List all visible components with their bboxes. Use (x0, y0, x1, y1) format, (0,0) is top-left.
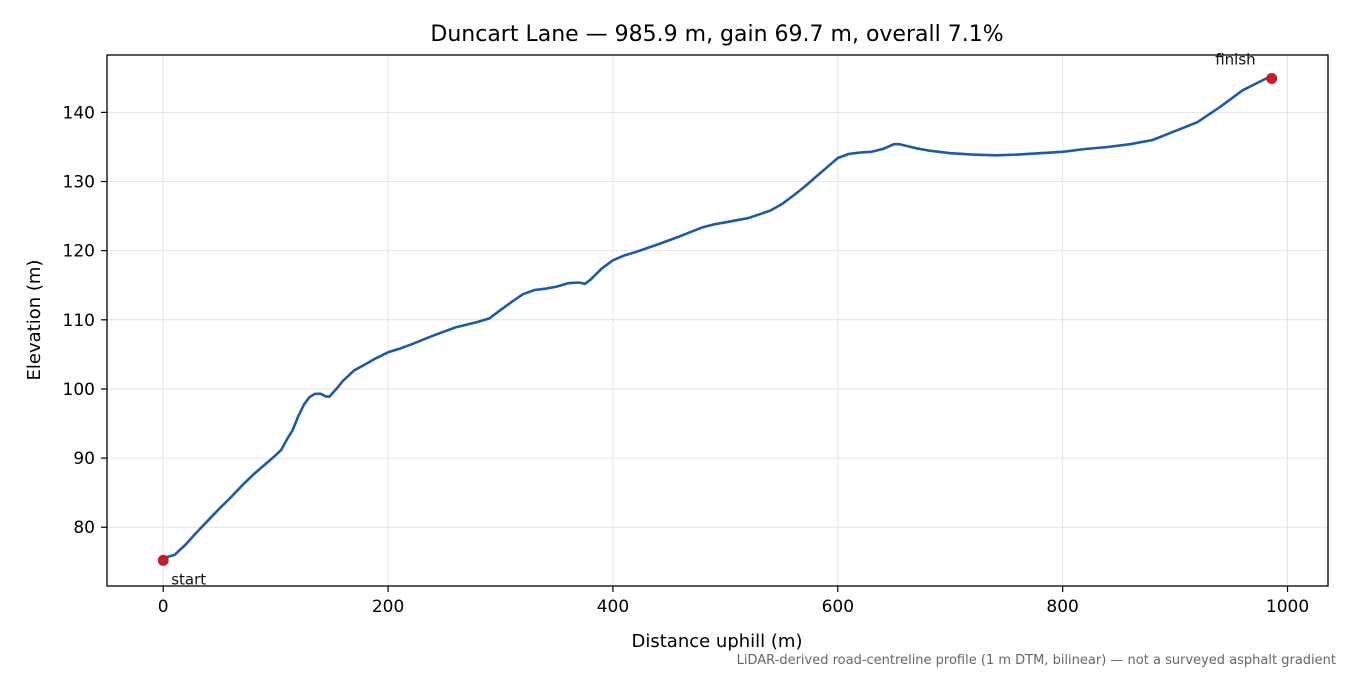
grid (107, 55, 1328, 586)
finish-marker (1266, 73, 1278, 85)
y-tick-label: 110 (63, 311, 95, 331)
start-marker (157, 554, 169, 566)
y-tick-label: 80 (73, 518, 95, 538)
start-label: start (171, 570, 206, 588)
y-tick-label: 140 (63, 103, 95, 123)
x-axis-label: Distance uphill (m) (632, 631, 803, 652)
y-tick-label: 100 (63, 380, 95, 400)
x-tick-label: 200 (372, 597, 404, 617)
finish-label: finish (1215, 51, 1255, 69)
y-tick-label: 90 (73, 449, 95, 469)
x-tick-label: 800 (1046, 597, 1078, 617)
plot-frame (106, 54, 1329, 587)
y-tick-label: 130 (63, 173, 95, 193)
x-tick-label: 0 (158, 597, 169, 617)
y-axis-ticks: 80 90 100 110 120 130 140 (63, 103, 107, 538)
y-tick-label: 120 (63, 242, 95, 262)
x-tick-label: 400 (597, 597, 629, 617)
footnote: LiDAR-derived road-centreline profile (1… (737, 653, 1336, 668)
x-tick-label: 1000 (1266, 597, 1309, 617)
elevation-profile-line (161, 74, 1274, 560)
endpoint-markers: start finish (157, 51, 1278, 588)
x-axis-ticks: 0 200 400 600 800 1000 (158, 586, 1309, 617)
y-axis-label: Elevation (m) (24, 260, 45, 381)
chart-title: Duncart Lane — 985.9 m, gain 69.7 m, ove… (430, 22, 1003, 47)
x-tick-label: 600 (822, 597, 854, 617)
